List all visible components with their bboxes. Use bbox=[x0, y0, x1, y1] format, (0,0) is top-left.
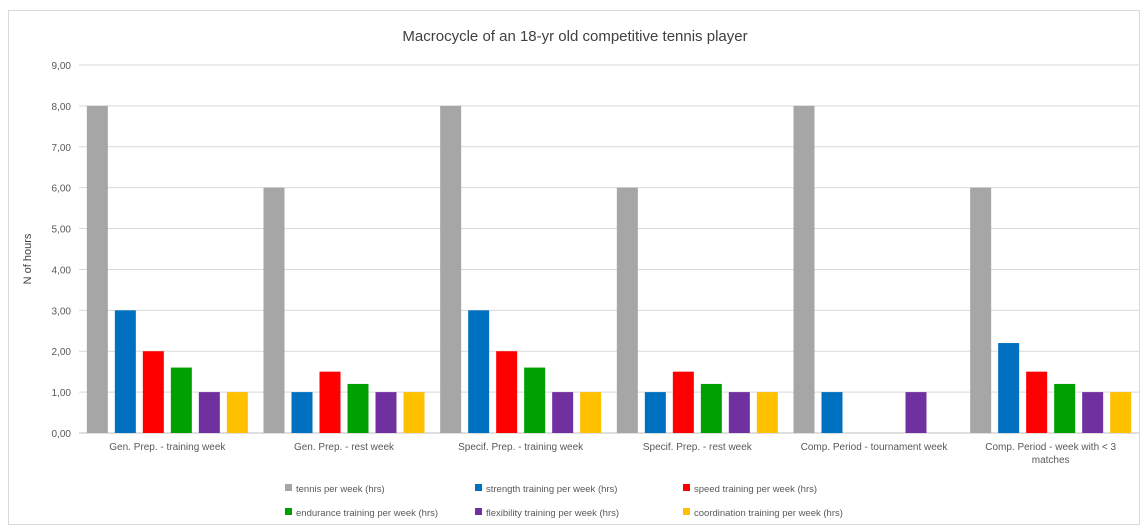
legend: tennis per week (hrs) strength training p… bbox=[285, 484, 843, 519]
y-axis-label: N of hours bbox=[22, 233, 34, 284]
x-tick-label: Gen. Prep. - training week bbox=[109, 442, 226, 453]
legend-item: strength training per week (hrs) bbox=[475, 484, 617, 495]
x-tick-label: Comp. Period - tournament week bbox=[801, 442, 949, 453]
bar bbox=[822, 392, 843, 433]
bar bbox=[552, 392, 573, 433]
x-tick-label: Gen. Prep. - rest week bbox=[294, 442, 395, 453]
y-tick-label: 4,00 bbox=[52, 265, 72, 276]
bar bbox=[580, 392, 601, 433]
y-tick-label: 0,00 bbox=[52, 429, 72, 440]
legend-label: speed training per week (hrs) bbox=[694, 484, 817, 495]
x-tick-labels: Gen. Prep. - training week Gen. Prep. - r… bbox=[109, 442, 1116, 466]
bar bbox=[199, 392, 220, 433]
x-tick-label: Specif. Prep. - rest week bbox=[643, 442, 753, 453]
y-tick-label: 6,00 bbox=[52, 184, 72, 195]
bar bbox=[906, 392, 927, 433]
chart-title: Macrocycle of an 18-yr old competitive t… bbox=[402, 28, 747, 45]
bar bbox=[115, 310, 136, 433]
bar bbox=[440, 106, 461, 433]
legend-swatch bbox=[475, 508, 482, 515]
bar bbox=[227, 392, 248, 433]
bar bbox=[757, 392, 778, 433]
y-tick-labels: 0,00 1,00 2,00 3,00 4,00 5,00 6,00 7,00 8,00 9,00 bbox=[52, 61, 72, 440]
legend-label: tennis per week (hrs) bbox=[296, 484, 385, 495]
bar bbox=[998, 343, 1019, 433]
bar bbox=[376, 392, 397, 433]
bar bbox=[729, 392, 750, 433]
bar bbox=[496, 351, 517, 433]
bar bbox=[1026, 372, 1047, 433]
bar bbox=[320, 372, 341, 433]
bar bbox=[645, 392, 666, 433]
bar bbox=[1054, 384, 1075, 433]
legend-swatch bbox=[683, 484, 690, 491]
bar bbox=[617, 188, 638, 433]
legend-swatch bbox=[475, 484, 482, 491]
bar bbox=[794, 106, 815, 433]
y-tick-label: 1,00 bbox=[52, 388, 72, 399]
legend-swatch bbox=[285, 508, 292, 515]
y-tick-label: 5,00 bbox=[52, 225, 72, 236]
bar bbox=[1082, 392, 1103, 433]
bar bbox=[673, 372, 694, 433]
legend-swatch bbox=[285, 484, 292, 491]
chart-frame: Macrocycle of an 18-yr old competitive t… bbox=[8, 10, 1140, 525]
legend-label: endurance training per week (hrs) bbox=[296, 508, 438, 519]
bar bbox=[468, 310, 489, 433]
legend-item: speed training per week (hrs) bbox=[683, 484, 817, 495]
legend-label: coordination training per week (hrs) bbox=[694, 508, 843, 519]
y-tick-label: 8,00 bbox=[52, 102, 72, 113]
bar bbox=[264, 188, 285, 433]
bar bbox=[292, 392, 313, 433]
x-tick-label: Specif. Prep. - training week bbox=[458, 442, 584, 453]
bar bbox=[1110, 392, 1131, 433]
y-tick-label: 3,00 bbox=[52, 306, 72, 317]
y-tick-label: 2,00 bbox=[52, 347, 72, 358]
bar-chart: Macrocycle of an 18-yr old competitive t… bbox=[9, 11, 1141, 526]
bar bbox=[348, 384, 369, 433]
legend-item: flexibility training per week (hrs) bbox=[475, 508, 619, 519]
legend-item: coordination training per week (hrs) bbox=[683, 508, 843, 519]
legend-label: flexibility training per week (hrs) bbox=[486, 508, 619, 519]
legend-label: strength training per week (hrs) bbox=[486, 484, 617, 495]
x-tick-label: Comp. Period - week with < 3 matches bbox=[985, 442, 1116, 466]
bar bbox=[87, 106, 108, 433]
y-tick-label: 7,00 bbox=[52, 143, 72, 154]
legend-swatch bbox=[683, 508, 690, 515]
legend-item: endurance training per week (hrs) bbox=[285, 508, 438, 519]
bar bbox=[701, 384, 722, 433]
bar bbox=[524, 368, 545, 433]
y-tick-label: 9,00 bbox=[52, 61, 72, 72]
bar bbox=[171, 368, 192, 433]
bar bbox=[970, 188, 991, 433]
bar bbox=[143, 351, 164, 433]
bar bbox=[404, 392, 425, 433]
legend-item: tennis per week (hrs) bbox=[285, 484, 385, 495]
